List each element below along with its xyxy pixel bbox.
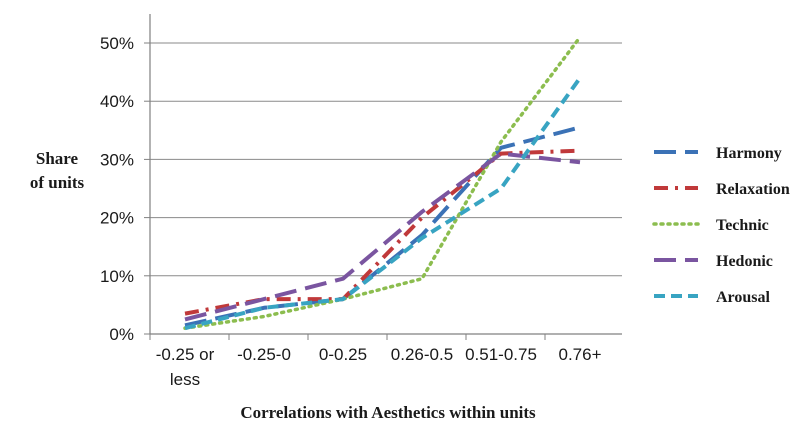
x-tick-labels: -0.25 or less -0.25-0 0-0.25 0.26-0.5 0.51-0.… <box>156 345 602 389</box>
y-tick-label: 20% <box>100 209 134 228</box>
x-tick-label: -0.25-0 <box>237 345 291 364</box>
legend: Harmony Relaxation Technic Hedonic Arousal <box>652 145 790 306</box>
series-lines <box>183 35 582 331</box>
y-axis-title-line: of units <box>30 173 85 192</box>
x-tick-label: 0.26-0.5 <box>391 345 453 364</box>
series-line-hedonic <box>184 151 581 322</box>
legend-label-hedonic: Hedonic <box>716 253 773 270</box>
legend-label-arousal: Arousal <box>716 289 770 306</box>
y-tick-label: 10% <box>100 267 134 286</box>
series-line-arousal <box>184 76 582 331</box>
y-tick-label: 30% <box>100 150 134 169</box>
legend-label-harmony: Harmony <box>716 145 782 162</box>
y-tick-label: 0% <box>109 325 134 344</box>
y-axis-title-line: Share <box>36 149 79 168</box>
series-line-technic <box>183 35 582 330</box>
x-tick-label: -0.25 or <box>156 345 215 364</box>
x-tick-label: 0.51-0.75 <box>465 345 537 364</box>
y-axis-title: Share of units <box>30 149 85 192</box>
y-tick-label: 40% <box>100 92 134 111</box>
x-tick-label: 0.76+ <box>558 345 601 364</box>
x-axis-title: Correlations with Aesthetics within unit… <box>240 403 536 422</box>
legend-label-technic: Technic <box>716 217 769 234</box>
legend-label-relaxation: Relaxation <box>716 181 790 198</box>
axes <box>149 14 622 340</box>
y-tick-label: 50% <box>100 34 134 53</box>
x-tick-label: less <box>170 370 200 389</box>
x-tick-label: 0-0.25 <box>319 345 367 364</box>
y-tick-labels: 0% 10% 20% 30% 40% 50% <box>100 34 134 344</box>
gridlines <box>144 42 622 335</box>
